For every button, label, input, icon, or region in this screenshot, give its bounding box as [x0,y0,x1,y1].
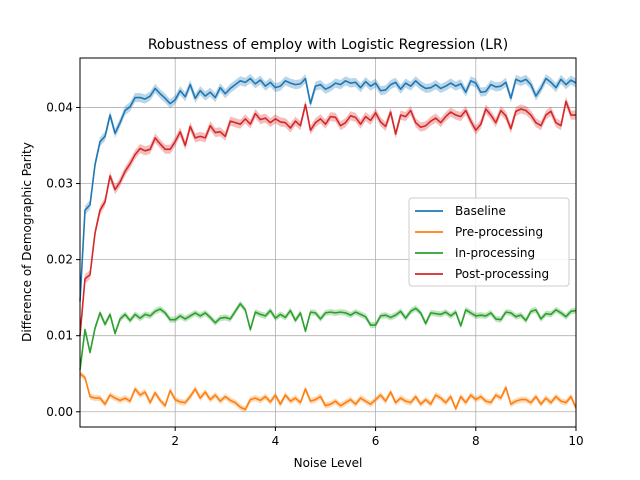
y-axis-label: Difference of Demographic Parity [20,142,34,342]
x-axis-label: Noise Level [294,456,363,470]
series-line-pre-processing [79,373,577,411]
series-line-post-processing [79,100,576,336]
legend-label: Baseline [455,204,506,218]
y-tick-label: 0.02 [46,253,73,267]
series-line-baseline [79,77,577,302]
plot-frame [79,57,577,428]
legend-label: Pre-processing [455,225,543,239]
x-axis-ticks: 2 4 6 8 10 [171,427,584,448]
band-in-processing [80,300,576,373]
series-line-in-processing [79,302,577,371]
legend-label: In-processing [455,246,535,260]
y-tick-label: 0.03 [46,177,73,191]
y-tick-label: 0.00 [46,405,73,419]
x-tick-label: 4 [272,434,280,448]
series-lines [79,77,577,411]
y-axis-ticks: 0.00 0.01 0.02 0.03 0.04 [46,100,80,419]
y-tick-label: 0.01 [46,329,73,343]
legend: Baseline Pre-processing In-processing Post-… [408,197,570,287]
x-tick-label: 8 [472,434,480,448]
x-tick-label: 2 [171,434,179,448]
band-pre-processing [80,370,576,413]
chart-title: Robustness of employ with Logistic Regre… [148,37,508,53]
legend-label: Post-processing [455,267,549,281]
x-tick-label: 10 [568,434,583,448]
confidence-bands [80,73,576,413]
legend-box [408,197,570,287]
x-tick-label: 6 [372,434,380,448]
y-tick-label: 0.04 [46,100,73,114]
